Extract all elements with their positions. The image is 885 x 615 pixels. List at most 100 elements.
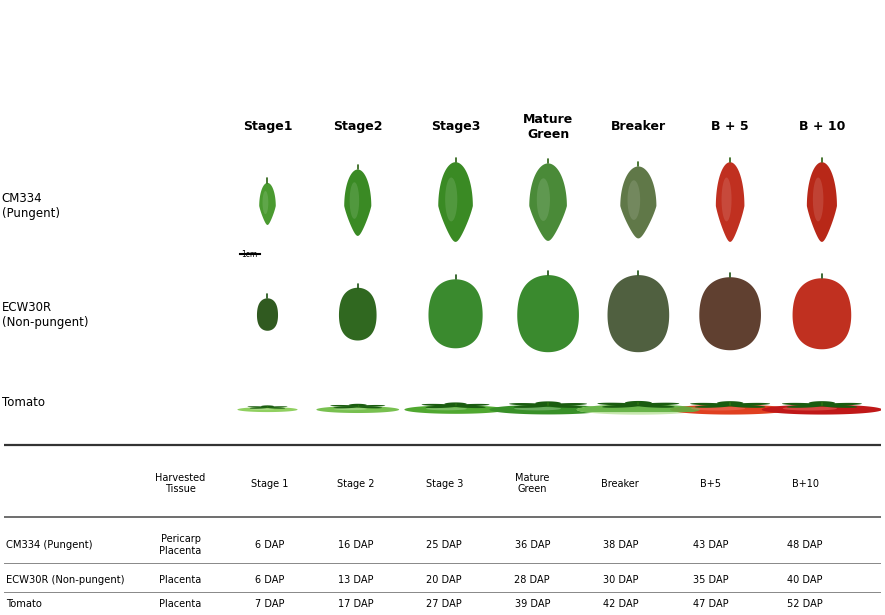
Text: 48 DAP: 48 DAP <box>788 540 823 550</box>
Text: Harvested
Tissue: Harvested Tissue <box>156 473 205 494</box>
Polygon shape <box>529 164 567 241</box>
Polygon shape <box>428 279 482 348</box>
Polygon shape <box>782 403 823 405</box>
Polygon shape <box>820 405 858 408</box>
Polygon shape <box>454 405 486 408</box>
Polygon shape <box>728 405 766 408</box>
Polygon shape <box>787 405 824 408</box>
Polygon shape <box>334 407 359 408</box>
Polygon shape <box>514 407 561 410</box>
Polygon shape <box>266 407 285 409</box>
Polygon shape <box>267 407 288 408</box>
Text: Stage2: Stage2 <box>333 121 382 133</box>
Polygon shape <box>821 403 862 405</box>
Text: 20 DAP: 20 DAP <box>427 575 462 585</box>
Polygon shape <box>695 405 732 408</box>
Text: 7 DAP: 7 DAP <box>255 600 285 609</box>
Polygon shape <box>517 275 579 352</box>
Text: CM334
(Pungent): CM334 (Pungent) <box>2 192 60 220</box>
Polygon shape <box>339 288 377 341</box>
Polygon shape <box>455 404 489 406</box>
Polygon shape <box>809 401 835 405</box>
Polygon shape <box>404 405 507 414</box>
Polygon shape <box>444 402 466 406</box>
Text: Stage 1: Stage 1 <box>251 478 289 488</box>
Polygon shape <box>248 407 268 408</box>
Polygon shape <box>317 406 399 413</box>
Polygon shape <box>535 402 561 405</box>
Text: Breaker: Breaker <box>611 121 666 133</box>
Polygon shape <box>577 405 700 415</box>
Polygon shape <box>690 403 731 405</box>
Text: Mature
Green: Mature Green <box>523 113 573 141</box>
Text: 42 DAP: 42 DAP <box>603 600 638 609</box>
Text: B+10: B+10 <box>792 478 819 488</box>
Text: 16 DAP: 16 DAP <box>338 540 374 550</box>
Text: 47 DAP: 47 DAP <box>693 600 728 609</box>
Polygon shape <box>813 178 823 221</box>
Polygon shape <box>762 405 882 415</box>
Polygon shape <box>330 405 358 407</box>
Text: Mature
Green: Mature Green <box>515 473 550 494</box>
Polygon shape <box>577 405 700 412</box>
Text: 43 DAP: 43 DAP <box>693 540 728 550</box>
Polygon shape <box>637 403 680 405</box>
Text: Tomato: Tomato <box>6 600 42 609</box>
Text: Breaker: Breaker <box>602 478 639 488</box>
Text: Stage 3: Stage 3 <box>426 478 463 488</box>
Text: 40 DAP: 40 DAP <box>788 575 823 585</box>
Polygon shape <box>259 183 276 225</box>
Polygon shape <box>350 182 359 219</box>
Polygon shape <box>625 401 652 405</box>
Polygon shape <box>627 180 640 220</box>
Polygon shape <box>358 405 385 407</box>
Polygon shape <box>261 405 274 407</box>
Text: 2.5cm: 2.5cm <box>243 354 266 363</box>
Polygon shape <box>721 178 732 221</box>
Text: 52 DAP: 52 DAP <box>788 600 823 609</box>
Polygon shape <box>546 405 582 408</box>
Polygon shape <box>607 275 669 352</box>
Text: ECW30R
(Non-pungent): ECW30R (Non-pungent) <box>2 301 88 329</box>
Text: 17 DAP: 17 DAP <box>338 600 374 609</box>
Text: 13 DAP: 13 DAP <box>338 575 374 585</box>
Text: Stage 2: Stage 2 <box>337 478 375 488</box>
Text: ECW30R (Non-pungent): ECW30R (Non-pungent) <box>6 575 125 585</box>
Polygon shape <box>699 277 761 351</box>
Polygon shape <box>438 162 473 242</box>
Text: 30 DAP: 30 DAP <box>603 575 638 585</box>
Polygon shape <box>670 405 790 415</box>
Text: 35 DAP: 35 DAP <box>693 575 728 585</box>
Text: Tomato: Tomato <box>2 396 45 410</box>
Text: Pericarp
Placenta: Pericarp Placenta <box>159 534 202 556</box>
Polygon shape <box>783 407 837 410</box>
Text: 25 DAP: 25 DAP <box>427 540 462 550</box>
Polygon shape <box>426 407 466 410</box>
Polygon shape <box>509 403 549 406</box>
Text: 38 DAP: 38 DAP <box>603 540 638 550</box>
Text: 39 DAP: 39 DAP <box>514 600 550 609</box>
Text: Stage3: Stage3 <box>431 121 481 133</box>
Polygon shape <box>636 405 674 408</box>
Polygon shape <box>717 401 743 405</box>
Polygon shape <box>729 403 770 405</box>
Text: B + 5: B + 5 <box>712 121 749 133</box>
Polygon shape <box>793 278 851 349</box>
Text: Placenta: Placenta <box>159 575 202 585</box>
Polygon shape <box>250 407 268 409</box>
Polygon shape <box>716 162 744 242</box>
Polygon shape <box>426 405 458 408</box>
Text: 6 DAP: 6 DAP <box>255 575 285 585</box>
Polygon shape <box>547 403 587 406</box>
Polygon shape <box>691 407 745 410</box>
Text: B + 10: B + 10 <box>798 121 845 133</box>
Polygon shape <box>537 178 550 221</box>
Text: 28 DAP: 28 DAP <box>514 575 550 585</box>
Polygon shape <box>489 405 607 415</box>
Polygon shape <box>597 403 639 405</box>
Polygon shape <box>349 404 367 407</box>
Polygon shape <box>237 407 297 412</box>
Polygon shape <box>513 405 550 408</box>
Polygon shape <box>263 191 268 214</box>
Text: B+5: B+5 <box>700 478 721 488</box>
